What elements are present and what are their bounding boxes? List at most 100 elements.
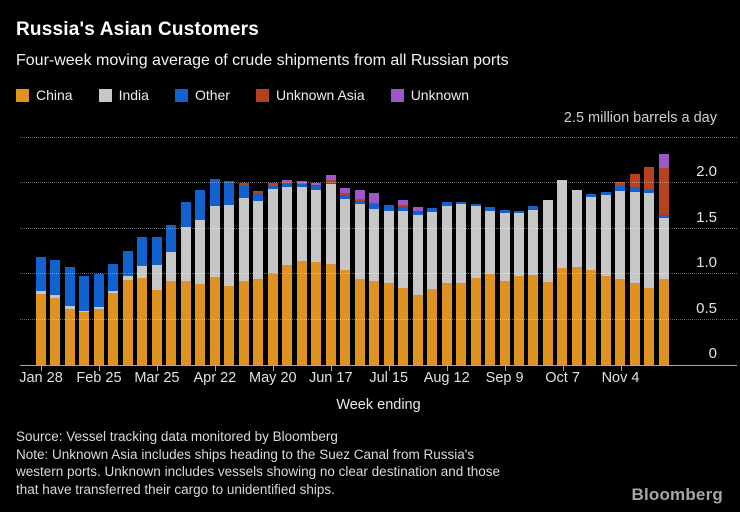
segment-unknown bbox=[282, 179, 293, 182]
gridline-2.5 bbox=[20, 137, 737, 138]
segment-unknown bbox=[340, 187, 351, 193]
segment-china bbox=[267, 273, 278, 365]
segment-china bbox=[470, 277, 481, 365]
bar-nov-4 bbox=[615, 181, 626, 365]
segment-other bbox=[340, 195, 351, 199]
segment-unknown-asia bbox=[340, 192, 351, 196]
segment-china bbox=[600, 276, 611, 365]
segment-india bbox=[108, 290, 119, 294]
bar-jul-22 bbox=[398, 199, 409, 365]
segment-india bbox=[456, 204, 467, 284]
segment-india bbox=[79, 310, 90, 313]
segment-india bbox=[36, 291, 46, 295]
segment-china bbox=[122, 279, 133, 365]
segment-other bbox=[470, 204, 481, 207]
segment-other bbox=[64, 266, 75, 306]
gridline-1.5 bbox=[20, 227, 737, 229]
segment-unknown-asia bbox=[369, 202, 380, 205]
segment-unknown-asia bbox=[282, 181, 293, 185]
segment-china bbox=[398, 287, 409, 365]
segment-india bbox=[166, 251, 177, 281]
segment-china bbox=[64, 308, 75, 365]
bar-nov-11 bbox=[629, 174, 640, 365]
gridline-2 bbox=[20, 182, 737, 184]
legend-item-other: Other bbox=[174, 87, 230, 103]
segment-china bbox=[282, 265, 293, 365]
x-tick-jul-15 bbox=[388, 366, 390, 371]
x-axis-label-aug-12: Aug 12 bbox=[423, 370, 470, 386]
segment-unknown-asia bbox=[629, 174, 640, 188]
note-line-1: Note: Unknown Asia includes ships headin… bbox=[16, 446, 475, 462]
segment-china bbox=[340, 269, 351, 365]
segment-china bbox=[383, 283, 394, 365]
segment-india bbox=[412, 215, 423, 296]
bar-mar-11 bbox=[122, 250, 133, 365]
bar-apr-15 bbox=[195, 189, 206, 365]
segment-china bbox=[571, 266, 582, 365]
segment-china bbox=[629, 283, 640, 365]
legend-item-unknown: Unknown bbox=[390, 87, 469, 103]
segment-china bbox=[325, 264, 336, 365]
bar-jun-10 bbox=[311, 182, 322, 365]
segment-unknown-asia bbox=[615, 181, 626, 187]
y-axis-unit-label: 2.5 million barrels a day bbox=[563, 110, 717, 126]
segment-india bbox=[644, 193, 655, 288]
bar-oct-28 bbox=[600, 191, 611, 365]
segment-india bbox=[64, 306, 75, 309]
bar-sep-23 bbox=[528, 206, 539, 365]
segment-india bbox=[427, 212, 438, 289]
bar-feb-4 bbox=[50, 259, 61, 365]
bar-jun-24 bbox=[340, 187, 351, 365]
segment-other bbox=[151, 236, 162, 266]
segment-other bbox=[354, 200, 365, 205]
segment-india bbox=[209, 206, 220, 277]
segment-china bbox=[238, 281, 249, 365]
segment-india bbox=[600, 195, 611, 277]
segment-other bbox=[166, 225, 177, 252]
segment-china bbox=[456, 283, 467, 365]
bar-apr-1 bbox=[166, 225, 177, 365]
bar-nov-25 bbox=[658, 154, 669, 365]
segment-unknown-asia bbox=[398, 205, 409, 208]
bar-oct-14 bbox=[571, 189, 582, 365]
segment-china bbox=[209, 276, 220, 365]
x-axis-label-sep-9: Sep 9 bbox=[485, 370, 524, 386]
segment-unknown bbox=[311, 182, 322, 186]
segment-india bbox=[354, 204, 365, 279]
segment-other bbox=[441, 202, 452, 207]
bar-jul-1 bbox=[354, 189, 365, 365]
segment-india bbox=[311, 189, 322, 263]
segment-other bbox=[253, 193, 264, 201]
segment-unknown bbox=[296, 180, 307, 185]
legend-item-china: China bbox=[16, 87, 73, 103]
bar-oct-21 bbox=[586, 194, 597, 365]
legend-swatch-other bbox=[174, 88, 188, 102]
segment-unknown-asia bbox=[253, 190, 264, 194]
x-axis-labels: Jan 28 Feb 25 Mar 25 Apr 22 May 20 Jun 17 Jul … bbox=[19, 370, 737, 388]
segment-unknown bbox=[658, 154, 669, 168]
bar-aug-26 bbox=[470, 204, 481, 365]
segment-india bbox=[499, 213, 510, 281]
segment-china bbox=[644, 287, 655, 365]
segment-china bbox=[195, 284, 206, 365]
x-tick-may-20 bbox=[272, 366, 274, 371]
segment-india bbox=[282, 187, 293, 266]
bar-jun-3 bbox=[296, 180, 307, 365]
chart-title: Russia's Asian Customers bbox=[16, 19, 260, 40]
bar-may-27 bbox=[282, 179, 293, 365]
segment-china bbox=[253, 278, 264, 365]
segment-india bbox=[296, 187, 307, 261]
bar-feb-25 bbox=[93, 274, 104, 365]
x-axis-label-may-20: May 20 bbox=[249, 370, 297, 386]
segment-other bbox=[209, 178, 220, 207]
gridline-0.5 bbox=[20, 318, 737, 320]
segment-other bbox=[137, 237, 148, 267]
segment-other bbox=[513, 210, 524, 214]
segment-india bbox=[325, 184, 336, 265]
segment-china bbox=[180, 281, 191, 365]
segment-india bbox=[50, 295, 61, 298]
bar-may-20 bbox=[267, 183, 278, 365]
x-tick-aug-12 bbox=[446, 366, 448, 371]
segment-china bbox=[50, 297, 61, 365]
segment-other bbox=[600, 191, 611, 196]
